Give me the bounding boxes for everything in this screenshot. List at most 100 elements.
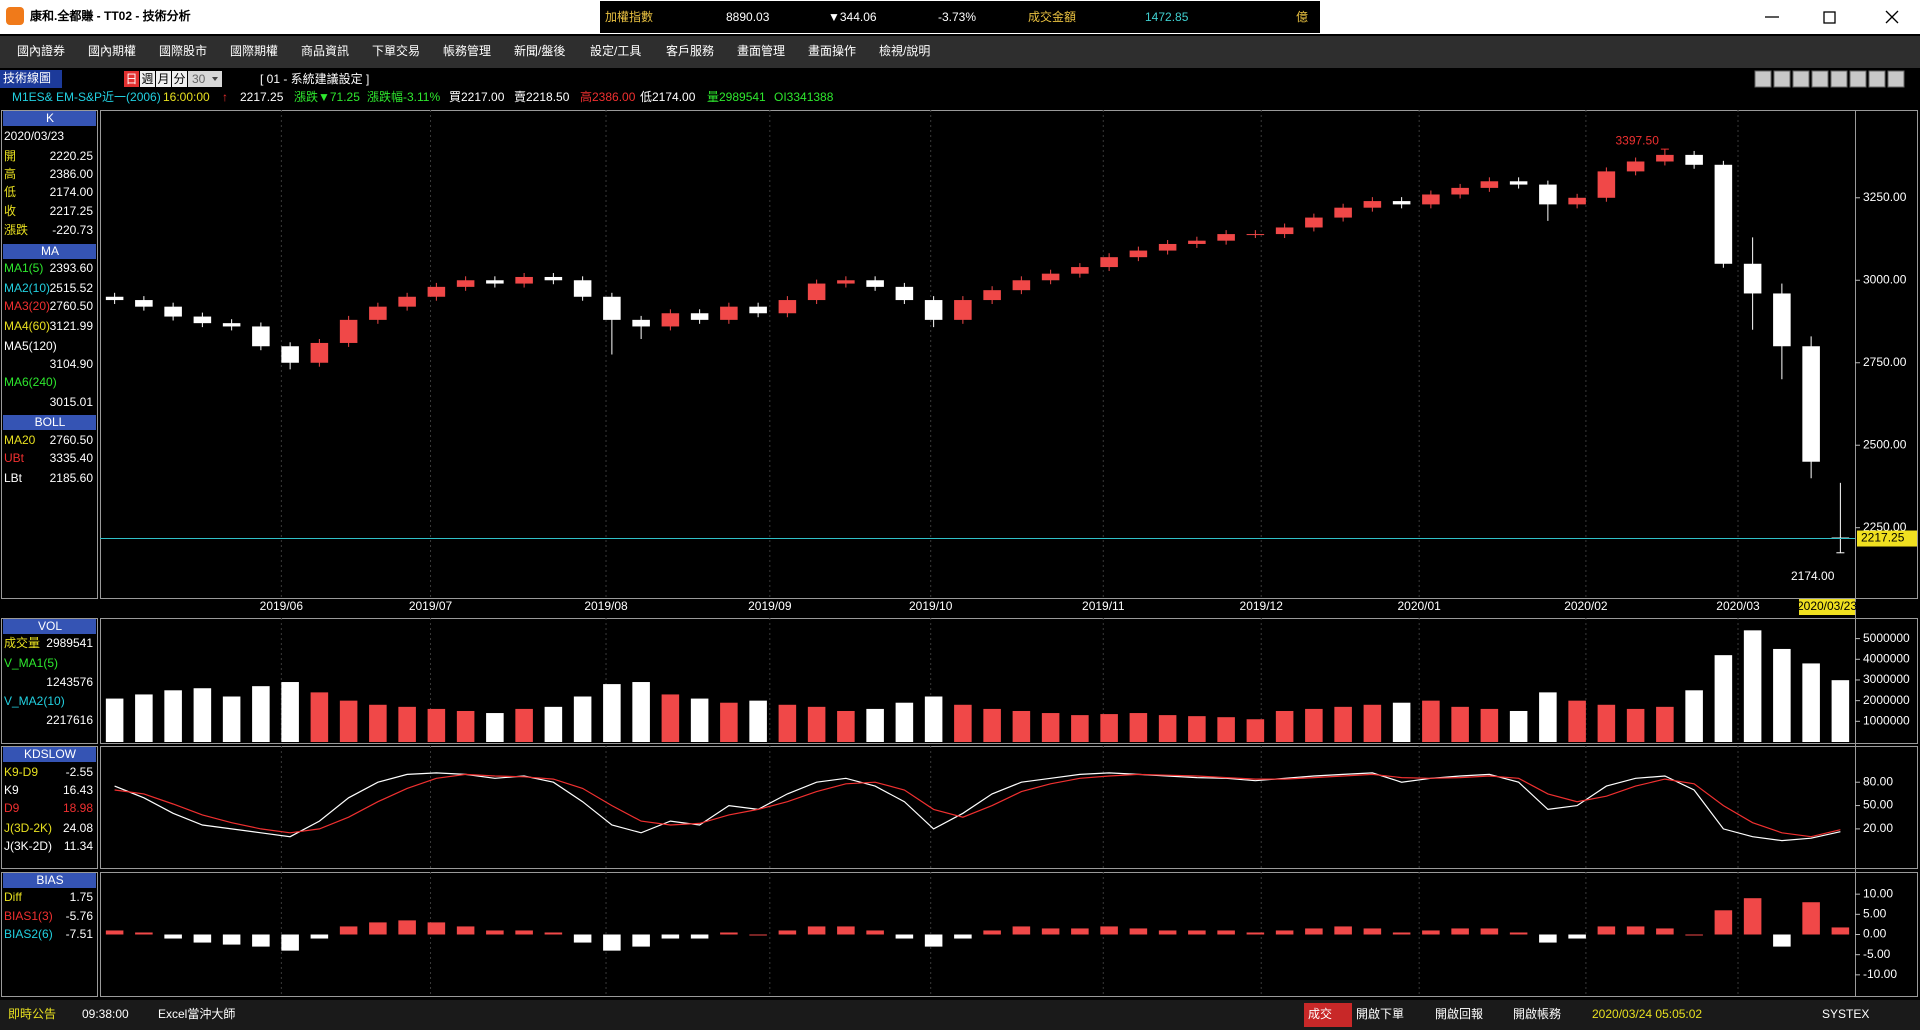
tool-icon[interactable]	[1849, 70, 1867, 88]
candle-body	[427, 286, 446, 297]
bar	[573, 696, 592, 742]
menu-bar	[0, 36, 1920, 68]
candle-body	[661, 313, 680, 327]
section-date: 2020/03/23	[4, 129, 64, 143]
bar	[1422, 930, 1440, 935]
candle-body	[866, 280, 884, 287]
y-tick-label: -10.00	[1863, 967, 1897, 981]
restore-button[interactable]	[1823, 11, 1836, 24]
bar	[515, 708, 533, 742]
bar	[486, 930, 504, 935]
bar	[924, 934, 943, 947]
bar	[310, 934, 329, 939]
menu-item[interactable]: 商品資訊	[301, 43, 349, 58]
menu-item[interactable]: 下單交易	[372, 43, 420, 58]
menu-item[interactable]: 國際期權	[230, 44, 278, 58]
close-button[interactable]	[1885, 10, 1899, 24]
bar	[1480, 708, 1499, 742]
bar	[661, 934, 680, 939]
quote-item: 2217.25	[240, 90, 284, 104]
bar	[1509, 710, 1528, 742]
vol-frame	[100, 618, 1918, 744]
period-button[interactable]	[156, 71, 171, 87]
bar	[515, 930, 533, 935]
y-tick-label: 10.00	[1863, 886, 1893, 900]
row-value: 11.34	[64, 839, 93, 853]
menu-item[interactable]: 客戶服務	[666, 43, 714, 58]
bar	[427, 922, 446, 935]
bar	[398, 920, 416, 935]
candle-body	[456, 280, 475, 287]
menu-item[interactable]: 國際股市	[159, 43, 207, 58]
bar	[105, 698, 124, 742]
row-value: 1243576	[46, 675, 93, 689]
x-tick-label: 2020/02	[1564, 599, 1608, 613]
tool-icon[interactable]	[1792, 70, 1810, 88]
bar	[1158, 715, 1177, 742]
bar	[1334, 926, 1352, 935]
menu-item[interactable]: 畫面管理	[737, 43, 785, 58]
y-tick-label: 3000.00	[1863, 272, 1907, 286]
menu-item[interactable]: 設定/工具	[590, 43, 641, 58]
panel-frames	[1, 110, 1918, 997]
tool-icon[interactable]	[1830, 70, 1848, 88]
tool-icon[interactable]	[1811, 70, 1829, 88]
tool-icon[interactable]	[1887, 70, 1905, 88]
ticker-change: ▼344.06	[828, 10, 877, 24]
bar	[1041, 928, 1060, 935]
menu-item[interactable]: 新聞/盤後	[514, 43, 565, 58]
y-tick-label: 0.00	[1863, 927, 1887, 941]
menu-item[interactable]: 國內期權	[88, 44, 136, 58]
y-tick-label: 2250.00	[1863, 520, 1907, 534]
candle-body	[1773, 293, 1791, 347]
ticker-value: 8890.03	[726, 10, 770, 24]
row-label: MA20	[4, 433, 36, 447]
ticker-box	[600, 1, 1320, 33]
status-right[interactable]: 開啟回報	[1435, 1006, 1483, 1021]
bar	[573, 934, 592, 943]
section-header	[3, 619, 96, 634]
bar	[1305, 928, 1323, 935]
row-label: 開	[4, 149, 16, 163]
bar	[1714, 655, 1733, 742]
row-label: LBt	[4, 471, 23, 485]
status-right[interactable]: 開啟下單	[1356, 1006, 1404, 1021]
bar	[1451, 928, 1469, 935]
bar	[1275, 930, 1294, 935]
minutes-box[interactable]	[188, 71, 222, 87]
period-label: 分	[173, 72, 185, 86]
status-right[interactable]: 成交	[1308, 1006, 1332, 1021]
price-frame	[100, 110, 1918, 599]
tool-icon[interactable]	[1868, 70, 1886, 88]
status-right[interactable]: 開啟帳務	[1513, 1006, 1561, 1021]
bar	[983, 708, 1001, 742]
period-label: 週	[141, 72, 153, 86]
bar	[369, 922, 387, 935]
toolbar-label: 技術線圖	[3, 70, 51, 85]
period-button[interactable]	[124, 71, 139, 87]
left-frame-price	[1, 110, 98, 599]
menu-item[interactable]: 檢視/說明	[879, 43, 930, 58]
period-button[interactable]	[172, 71, 187, 87]
bar	[1451, 706, 1469, 742]
bar	[1743, 630, 1762, 742]
x-tick-label: 2019/11	[1082, 599, 1125, 613]
annotation: 3397.50	[1615, 133, 1659, 147]
tool-icon[interactable]	[1754, 70, 1772, 88]
quote-item: 漲跌▼71.25	[294, 89, 360, 104]
toolbar-label-bg	[0, 70, 62, 88]
menu-item[interactable]: 國內證券	[17, 43, 65, 58]
cursor-date-box	[1799, 599, 1855, 615]
series-label: D9	[4, 801, 20, 815]
quote-item: 16:00:00	[163, 90, 210, 104]
row-label: 高	[4, 166, 16, 181]
menu-item[interactable]: 帳務管理	[443, 43, 491, 58]
bar	[1539, 934, 1557, 943]
tool-icon[interactable]	[1773, 70, 1791, 88]
candle-body	[369, 306, 387, 320]
menu-item[interactable]: 畫面操作	[808, 43, 856, 58]
period-button[interactable]	[140, 71, 155, 87]
candle-body	[1626, 161, 1645, 172]
quote-item: 漲跌幅-3.11%	[367, 89, 440, 104]
ticker-unit: 億	[1296, 10, 1308, 24]
